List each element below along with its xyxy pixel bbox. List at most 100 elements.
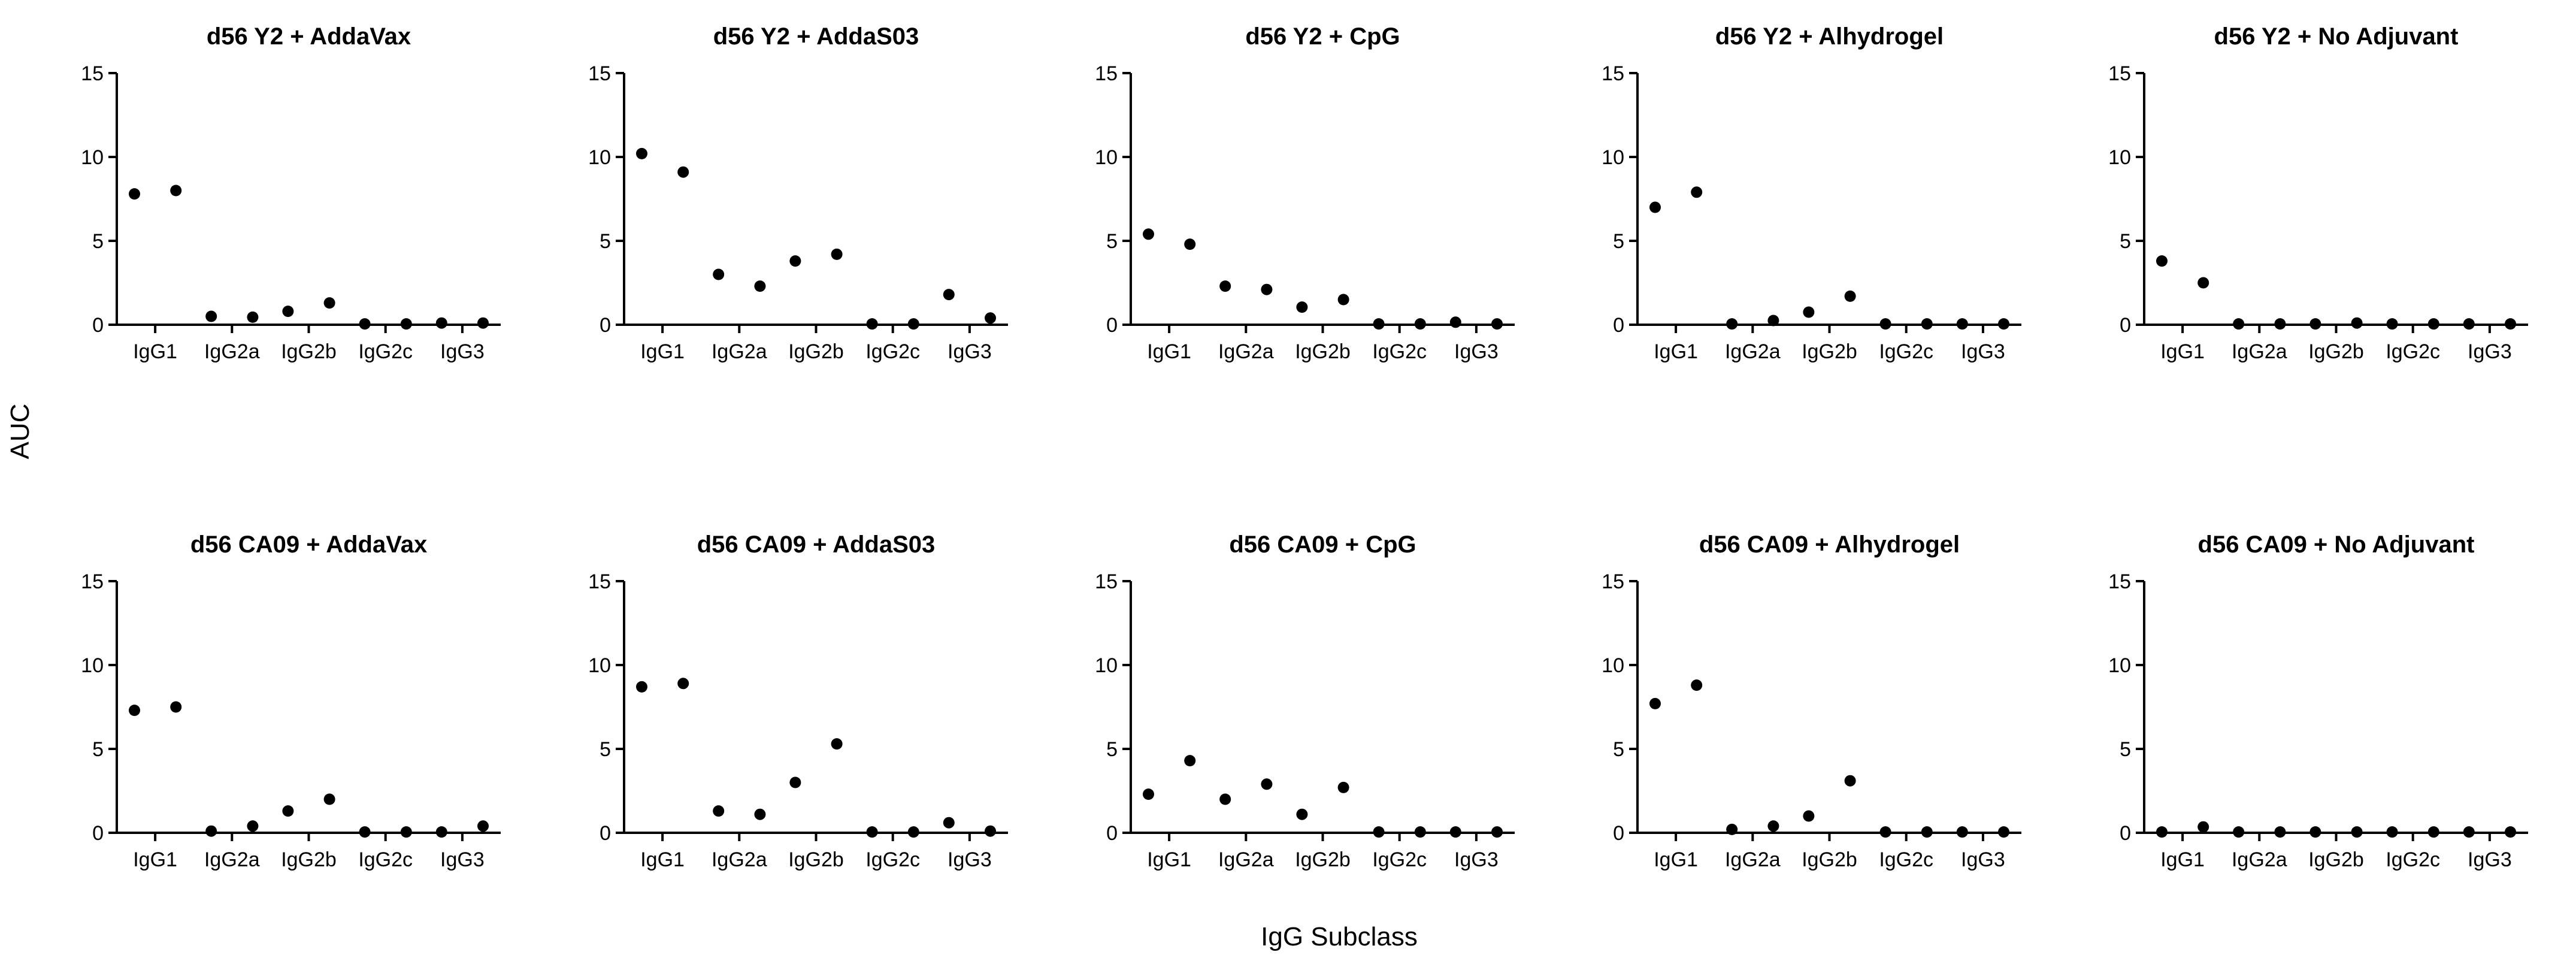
y-tick-label: 10 [588,654,611,677]
data-point [1879,826,1891,838]
panel-title: d56 Y2 + Alhydrogel [1715,23,1944,50]
x-tick-label: IgG2c [2386,848,2440,871]
data-point [435,317,447,329]
y-tick-label: 10 [588,146,611,169]
data-point [435,826,447,838]
data-point [282,805,294,817]
panel-title: d56 CA09 + Alhydrogel [1699,531,1960,558]
y-tick-label: 15 [2108,62,2131,85]
x-tick-label: IgG3 [2468,340,2512,363]
data-point [713,268,725,280]
panel-title: d56 Y2 + CpG [1245,23,1400,50]
x-tick-label: IgG1 [640,848,685,871]
x-tick-label: IgG2c [1879,848,1933,871]
y-tick-label: 15 [588,570,611,593]
panel-3: d56 Y2 + CpG 0 5 10 15 IgG1 IgG2a IgG2b IgG2c IgG… [1095,23,1515,363]
data-point [831,248,843,260]
y-tick-label: 15 [1095,62,1118,85]
y-tick-label: 0 [92,314,104,337]
data-point [323,793,335,805]
data-point [1296,808,1308,820]
panel-10: d56 CA09 + No Adjuvant 0 5 10 15 IgG1 IgG2a IgG… [2108,531,2528,871]
x-tick-label: IgG2c [1372,848,1427,871]
panel-4: d56 Y2 + Alhydrogel 0 5 10 15 IgG1 IgG2a IgG2b I… [1602,23,2021,363]
data-point [1921,826,1933,838]
data-point [1956,826,1968,838]
y-tick-label: 5 [92,738,104,761]
y-tick-label: 0 [1613,314,1624,337]
data-point [789,776,801,788]
x-tick-label: IgG2c [358,848,413,871]
y-tick-label: 5 [2120,738,2131,761]
x-tick-label: IgG2a [1218,340,1274,363]
panel-title: d56 CA09 + AddaVax [190,531,427,558]
panel-2: d56 Y2 + AddaS03 0 5 10 15 IgG1 IgG2a IgG2b IgG2… [588,23,1008,363]
y-tick-label: 0 [1106,314,1118,337]
data-point [1998,318,2010,330]
data-point [2351,317,2363,329]
data-point [754,280,766,292]
x-tick-label: IgG2c [2386,340,2440,363]
x-tick-label: IgG2b [281,848,337,871]
data-point [1691,186,1703,198]
data-point [985,825,997,837]
data-point [677,166,689,178]
y-tick-label: 0 [1106,822,1118,845]
x-tick-label: IgG1 [2160,848,2205,871]
x-tick-label: IgG2c [865,340,920,363]
data-point [2505,318,2517,330]
x-tick-label: IgG3 [948,340,992,363]
data-point [943,289,955,301]
data-point [247,311,259,323]
data-point [2233,826,2245,838]
x-tick-label: IgG1 [1147,340,1191,363]
data-point [1414,826,1426,838]
data-point [1491,318,1503,330]
data-point [1414,318,1426,330]
data-point [1261,778,1273,790]
data-point [2156,255,2168,267]
x-tick-label: IgG2b [2308,848,2364,871]
data-point [2309,318,2321,330]
panel-1: d56 Y2 + AddaVax 0 5 10 15 IgG1 IgG2a IgG2b IgG2… [81,23,501,363]
x-tick-label: IgG1 [640,340,685,363]
x-tick-label: IgG2c [1372,340,1427,363]
data-point [1261,283,1273,295]
x-tick-label: IgG3 [1454,848,1499,871]
x-tick-label: IgG3 [440,340,485,363]
panel-5: d56 Y2 + No Adjuvant 0 5 10 15 IgG1 IgG2a IgG2b… [2108,23,2528,363]
data-point [754,808,766,820]
y-tick-label: 10 [1602,654,1624,677]
y-tick-label: 10 [81,146,104,169]
data-point [943,817,955,829]
data-point [1491,826,1503,838]
x-tick-label: IgG3 [948,848,992,871]
y-tick-label: 10 [1602,146,1624,169]
x-tick-label: IgG2c [1879,340,1933,363]
data-point [1844,290,1856,302]
x-tick-label: IgG2c [865,848,920,871]
data-point [400,826,412,838]
y-tick-label: 5 [600,230,611,253]
data-point [2427,826,2439,838]
y-axis-label: AUC [5,404,35,460]
data-point [635,681,647,693]
x-tick-label: IgG3 [1961,340,2005,363]
data-point [2156,826,2168,838]
x-tick-label: IgG2a [712,340,767,363]
data-point [477,317,489,329]
y-tick-label: 0 [92,822,104,845]
data-point [282,306,294,318]
panel-title: d56 CA09 + AddaS03 [697,531,936,558]
panel-6: d56 CA09 + AddaVax 0 5 10 15 IgG1 IgG2a IgG2b Ig… [81,531,501,871]
data-point [128,188,140,200]
x-tick-label: IgG2b [788,848,844,871]
data-point [713,805,725,817]
panel-7: d56 CA09 + AddaS03 0 5 10 15 IgG1 IgG2a IgG2b Ig… [588,531,1008,871]
data-point [1184,755,1196,767]
data-point [205,825,217,837]
data-point [831,738,843,750]
x-tick-label: IgG2b [1802,340,1857,363]
panel-9: d56 CA09 + Alhydrogel 0 5 10 15 IgG1 IgG2a IgG2… [1602,531,2021,871]
